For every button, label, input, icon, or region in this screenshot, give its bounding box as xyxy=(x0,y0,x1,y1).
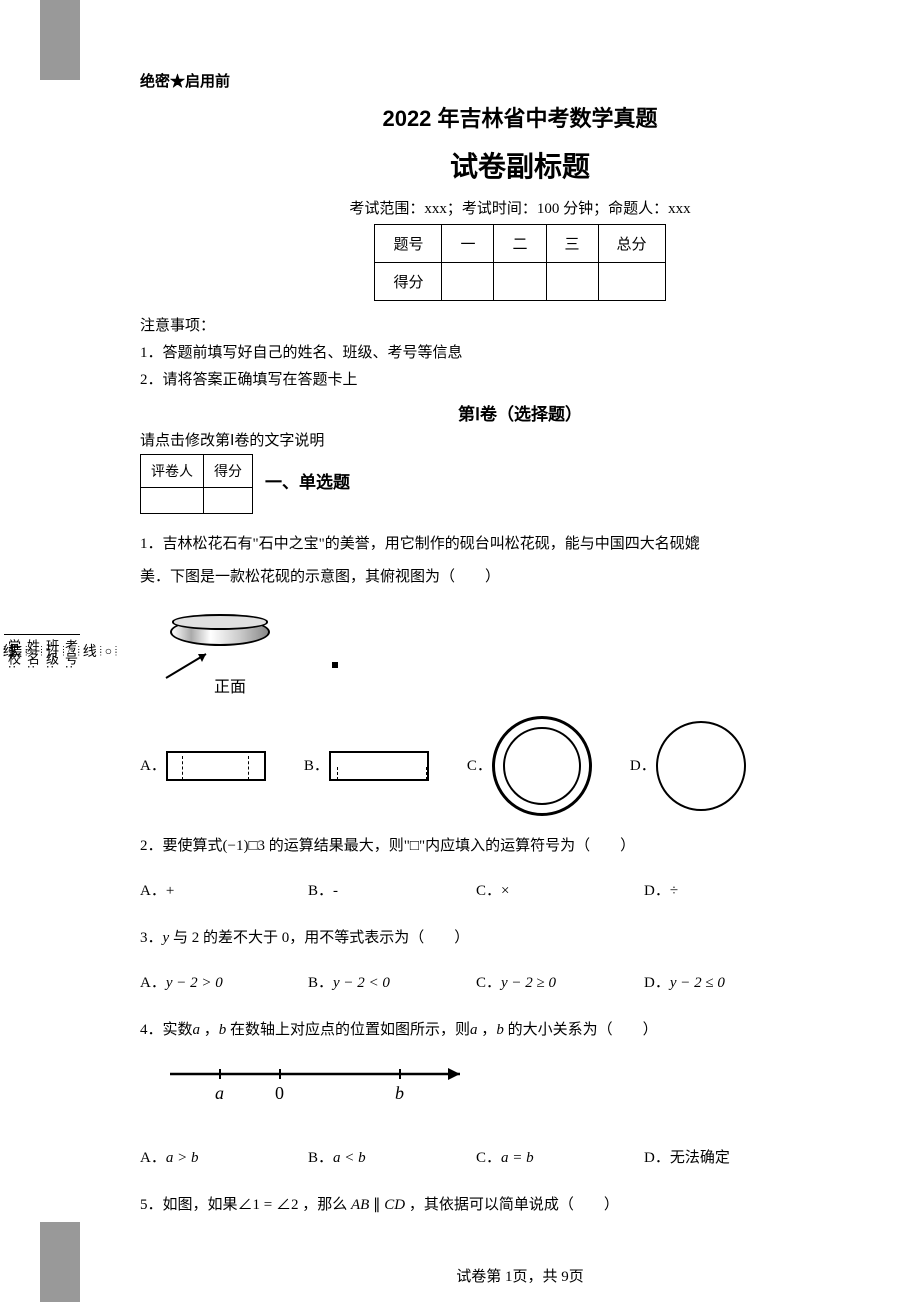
svg-text:0: 0 xyxy=(275,1083,284,1103)
question-1: 1．吉林松花石有"石中之宝"的美誉，用它制作的砚台叫松花砚，能与中国四大名砚媲 … xyxy=(140,528,900,816)
q1-text-b: 美．下图是一款松花砚的示意图，其俯视图为（ ） xyxy=(140,561,900,594)
binding-margin: ⋮⋮ ○ ⋮⋮ 线 ⋮⋮ ○ ⋮⋮ 订 ⋮⋮ ○ ⋮⋮ 装 ⋮⋮ ○ ⋮⋮ 外 … xyxy=(0,0,120,1302)
score-th: 一 xyxy=(442,225,494,263)
volume-title: 第Ⅰ卷（选择题） xyxy=(140,400,900,425)
question-2: 2．要使算式(−1)□3 的运算结果最大，则"□"内应填入的运算符号为（ ） A… xyxy=(140,830,900,908)
grader-th: 得分 xyxy=(204,455,253,488)
q4-pre: 4．实数 xyxy=(140,1022,193,1038)
number-line-icon: a 0 b xyxy=(160,1059,480,1109)
score-td xyxy=(442,263,494,301)
q3-option-c: C．y − 2 ≥ 0 xyxy=(476,967,636,1000)
q4-number-line: a 0 b xyxy=(160,1059,900,1122)
q3-post: 与 2 的差不大于 0，用不等式表示为（ ） xyxy=(169,930,469,946)
q2-option-c: C．× xyxy=(476,875,636,908)
secret-label: 绝密★启用前 xyxy=(140,70,900,91)
q1-option-c: C． xyxy=(467,716,592,816)
page-footer: 试卷第 1页，共 9页 xyxy=(140,1265,900,1286)
dot-icon xyxy=(330,660,340,670)
table-row: 评卷人 得分 xyxy=(141,455,253,488)
binding-zhuang-2: 装 xyxy=(8,641,22,661)
score-th: 总分 xyxy=(598,225,665,263)
score-td xyxy=(546,263,598,301)
svg-text:a: a xyxy=(215,1083,224,1103)
q3-option-a: A．y − 2 > 0 xyxy=(140,967,300,1000)
q3-option-b: B．y − 2 < 0 xyxy=(308,967,468,1000)
click-note: 请点击修改第Ⅰ卷的文字说明 xyxy=(140,429,900,450)
q1-option-a: A． xyxy=(140,750,266,783)
q1-option-b: B． xyxy=(304,750,429,783)
q4-option-c: C．a = b xyxy=(476,1142,636,1175)
notes-block: 注意事项： 1．答题前填写好自己的姓名、班级、考号等信息 2．请将答案正确填写在… xyxy=(140,313,900,394)
score-td: 得分 xyxy=(375,263,442,301)
table-row: 题号 一 二 三 总分 xyxy=(375,225,665,263)
main-title: 2022 年吉林省中考数学真题 xyxy=(140,101,900,133)
q2-option-a: A．+ xyxy=(140,875,300,908)
q1-options: A． B． C． D． xyxy=(140,716,900,816)
binding-ding-2: 订 xyxy=(46,641,60,661)
grader-td xyxy=(141,488,204,514)
q4-option-b: B．a < b xyxy=(308,1142,468,1175)
grader-table: 评卷人 得分 xyxy=(140,454,253,514)
donut-icon xyxy=(492,716,592,816)
table-row: 得分 xyxy=(375,263,665,301)
rect-a-icon xyxy=(166,751,266,781)
q1-text-a: 1．吉林松花石有"石中之宝"的美誉，用它制作的砚台叫松花砚，能与中国四大名砚媲 xyxy=(140,528,900,561)
score-th: 题号 xyxy=(375,225,442,263)
q3-pre: 3． xyxy=(140,930,163,946)
notes-title: 注意事项： xyxy=(140,313,900,340)
q4-option-d: D．无法确定 xyxy=(644,1142,804,1175)
q1-figure: 正面 xyxy=(160,610,900,700)
q5-text: 5．如图，如果∠1 = ∠2 ，那么 AB ∥ CD ，其依据可以简单说成（ ） xyxy=(140,1189,900,1222)
table-row xyxy=(141,488,253,514)
arrow-icon xyxy=(162,650,212,680)
q2-text: 2．要使算式(−1)□3 的运算结果最大，则"□"内应填入的运算符号为（ ） xyxy=(140,830,900,863)
binding-xian-2: 线 xyxy=(83,641,97,661)
question-5: 5．如图，如果∠1 = ∠2 ，那么 AB ∥ CD ，其依据可以简单说成（ ） xyxy=(140,1189,900,1222)
q3-option-d: D．y − 2 ≤ 0 xyxy=(644,967,804,1000)
q2-option-b: B．- xyxy=(308,875,468,908)
binding-col-inner: ⋮⋮ ○ ⋮⋮ 线 ⋮⋮ ○ ⋮⋮ 订 ⋮⋮ ○ ⋮⋮ 装 ⋮⋮ ○ ⋮⋮ 内 … xyxy=(80,0,120,1302)
score-td xyxy=(598,263,665,301)
grader-th: 评卷人 xyxy=(141,455,204,488)
score-table: 题号 一 二 三 总分 得分 xyxy=(374,224,665,301)
exam-info: 考试范围：xxx；考试时间：100 分钟；命题人：xxx xyxy=(140,197,900,218)
front-label: 正面 xyxy=(214,670,246,705)
question-3: 3．y 与 2 的差不大于 0，用不等式表示为（ ） A．y − 2 > 0 B… xyxy=(140,922,900,1000)
q2-option-d: D．÷ xyxy=(644,875,804,908)
q4-option-a: A．a > b xyxy=(140,1142,300,1175)
grader-td xyxy=(204,488,253,514)
score-th: 三 xyxy=(546,225,598,263)
question-4: 4．实数a ，b 在数轴上对应点的位置如图所示，则a ，b 的大小关系为（ ） … xyxy=(140,1014,900,1175)
rect-b-icon xyxy=(329,751,429,781)
svg-text:b: b xyxy=(395,1083,404,1103)
q1-option-d: D． xyxy=(630,721,746,811)
notes-line: 1．答题前填写好自己的姓名、班级、考号等信息 xyxy=(140,340,900,367)
circle-icon xyxy=(656,721,746,811)
notes-line: 2．请将答案正确填写在答题卡上 xyxy=(140,367,900,394)
section-title: 一、单选题 xyxy=(265,468,350,493)
score-th: 二 xyxy=(494,225,546,263)
score-td xyxy=(494,263,546,301)
sub-title: 试卷副标题 xyxy=(140,145,900,185)
exam-content: 绝密★启用前 2022 年吉林省中考数学真题 试卷副标题 考试范围：xxx；考试… xyxy=(140,20,900,1236)
